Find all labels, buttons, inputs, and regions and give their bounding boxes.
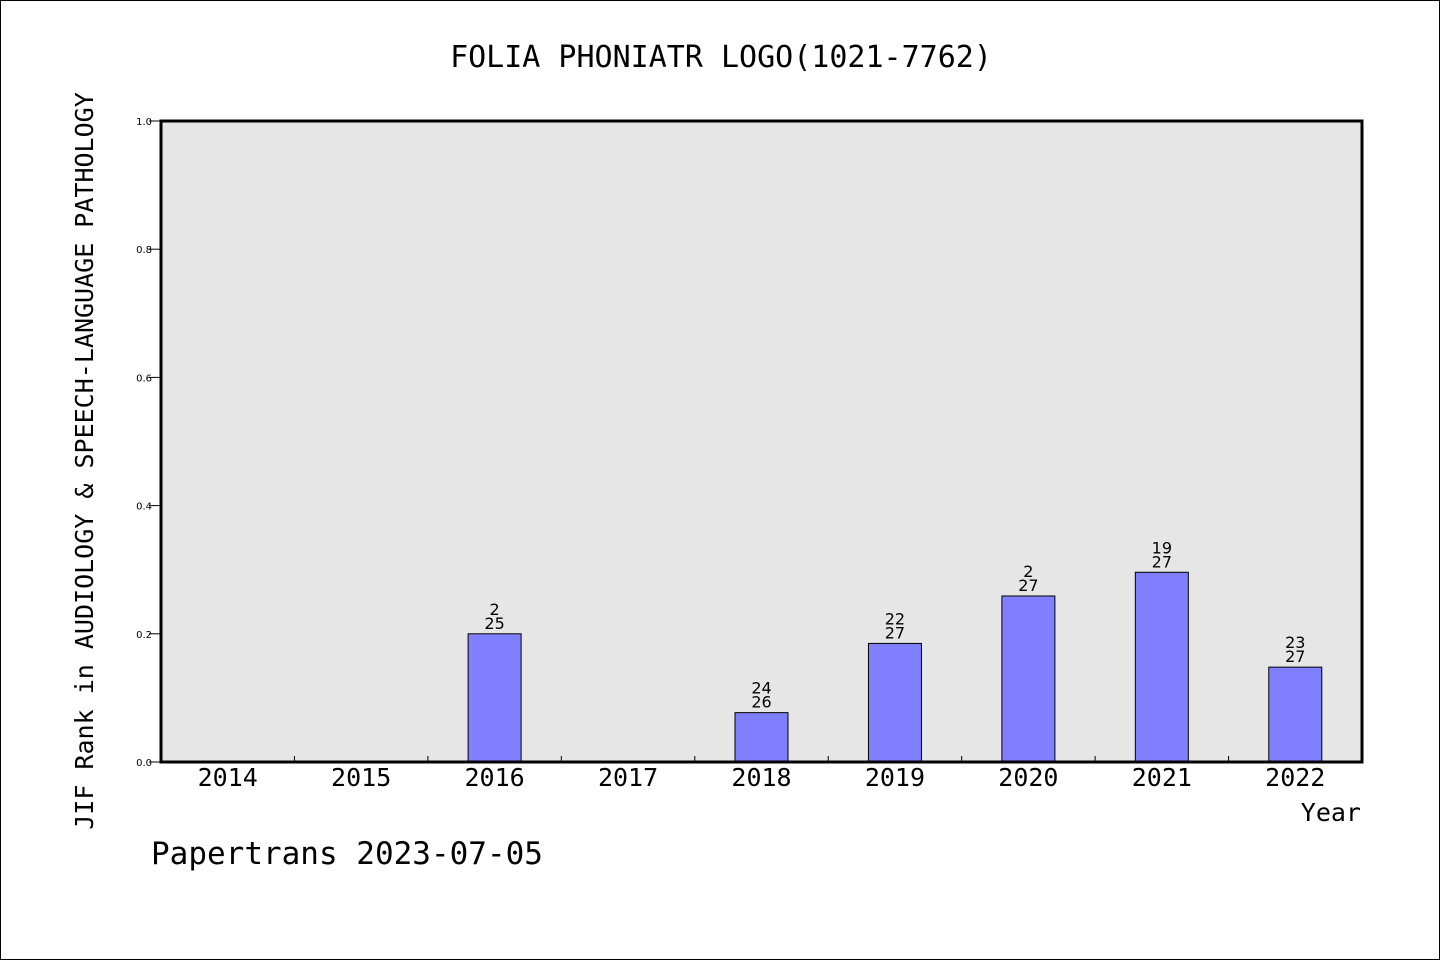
x-axis-label: Year bbox=[1301, 798, 1361, 827]
bar-total-label: 26 bbox=[751, 693, 771, 712]
bar-total-label: 27 bbox=[1152, 552, 1172, 571]
footer-credit: Papertrans 2023-07-05 bbox=[151, 836, 543, 872]
bar-2019 bbox=[867, 642, 922, 763]
bar-rank-label: 22 bbox=[885, 609, 905, 628]
bar-2016 bbox=[467, 633, 522, 763]
x-tick-label: 2021 bbox=[1132, 763, 1192, 792]
bar-rank-label: 19 bbox=[1152, 538, 1172, 557]
y-tick-label: 0.8 bbox=[136, 245, 152, 256]
bar-rank-label: 2 bbox=[490, 600, 500, 619]
x-tick-label: 2015 bbox=[331, 763, 391, 792]
y-tick-label: 0.4 bbox=[136, 502, 152, 513]
x-tick-label: 2020 bbox=[998, 763, 1058, 792]
ticks-group: 0.0 0.2 0.4 0.6 0.8 1.0 2014 2015 2016 2017 2018 20… bbox=[136, 117, 1325, 792]
bar-2020 bbox=[1001, 595, 1056, 763]
x-tick-label: 2017 bbox=[598, 763, 658, 792]
bar-total-label: 25 bbox=[484, 614, 504, 633]
bar-total-label: 27 bbox=[1018, 576, 1038, 595]
chart-title: FOLIA PHONIATR LOGO(1021-7762) bbox=[450, 40, 992, 75]
bar-2022 bbox=[1268, 666, 1323, 763]
y-tick-label: 1.0 bbox=[136, 117, 152, 128]
x-tick-label: 2014 bbox=[198, 763, 258, 792]
x-tick-label: 2016 bbox=[465, 763, 525, 792]
bar-rank-label: 24 bbox=[751, 679, 771, 698]
bar-2018 bbox=[734, 712, 789, 763]
bar-rank-label: 23 bbox=[1285, 633, 1305, 652]
bar-2021 bbox=[1134, 571, 1189, 763]
bar-total-label: 27 bbox=[1285, 647, 1305, 666]
x-tick-label: 2019 bbox=[865, 763, 925, 792]
y-tick-label: 0.2 bbox=[136, 630, 152, 641]
y-tick-label: 0.0 bbox=[136, 758, 152, 769]
plot-border bbox=[159, 119, 1364, 764]
y-axis-label: JIF Rank in AUDIOLOGY & SPEECH-LANGUAGE … bbox=[70, 92, 99, 830]
bar-total-label: 27 bbox=[885, 623, 905, 642]
x-tick-label: 2022 bbox=[1265, 763, 1325, 792]
bar-rank-label: 2 bbox=[1023, 562, 1033, 581]
x-tick-label: 2018 bbox=[731, 763, 791, 792]
y-tick-label: 0.6 bbox=[136, 373, 152, 384]
